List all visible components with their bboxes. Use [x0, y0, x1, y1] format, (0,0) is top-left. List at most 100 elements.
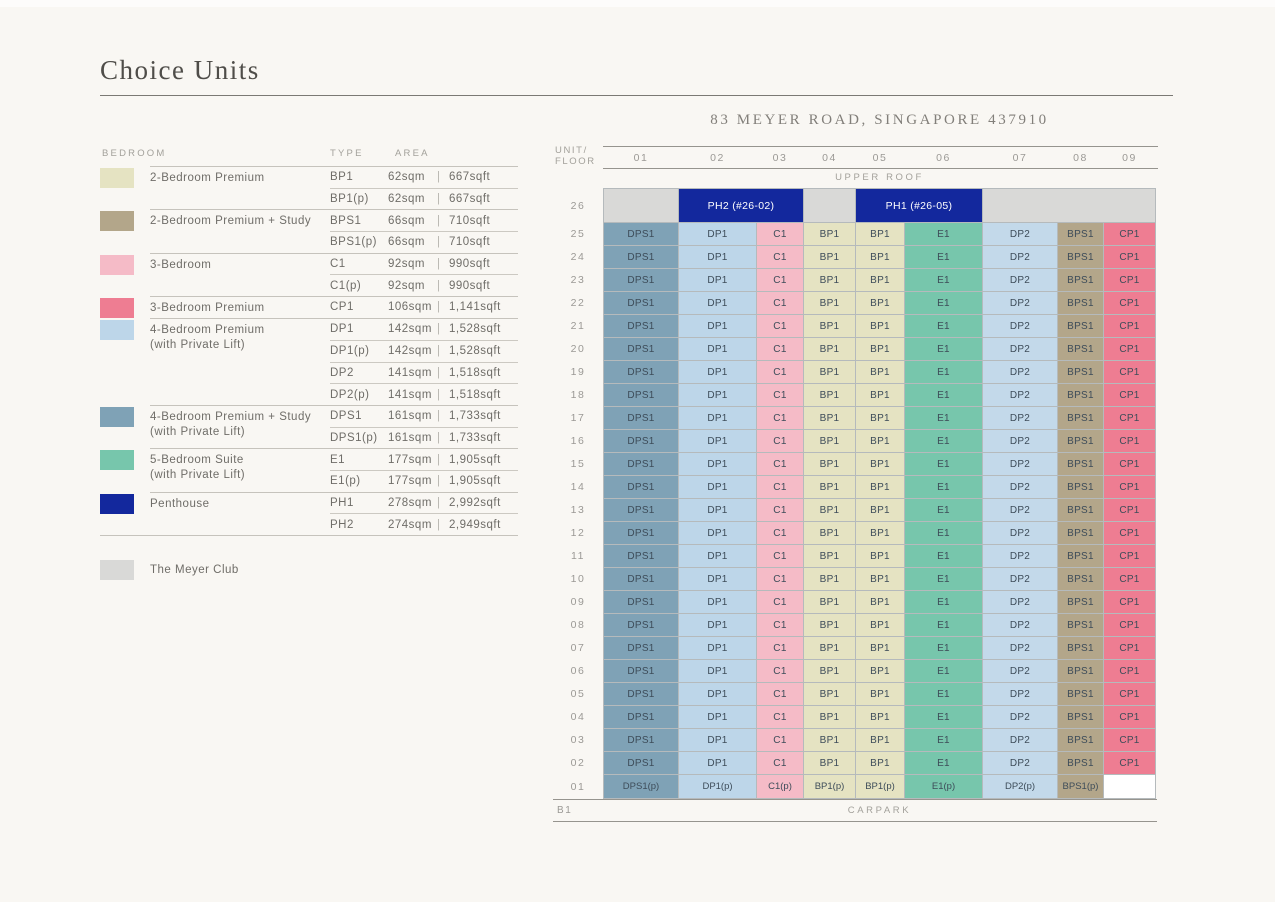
unit-cell[interactable]: DP1 — [679, 269, 756, 291]
unit-cell[interactable]: DP1 — [679, 729, 756, 751]
unit-cell[interactable]: DP1 — [679, 407, 756, 429]
unit-cell[interactable]: CP1 — [1104, 545, 1155, 567]
unit-cell[interactable]: DP1 — [679, 361, 756, 383]
unit-cell[interactable]: DP1 — [679, 591, 756, 613]
unit-cell[interactable]: BPS1 — [1058, 292, 1103, 314]
unit-cell[interactable]: PH2 (#26-02) — [679, 189, 803, 222]
unit-cell[interactable]: BP1 — [804, 614, 855, 636]
unit-cell[interactable]: CP1 — [1104, 476, 1155, 498]
unit-cell[interactable]: BP1 — [856, 361, 904, 383]
unit-cell[interactable]: E1 — [905, 407, 982, 429]
unit-cell[interactable]: DPS1 — [604, 752, 678, 774]
unit-cell[interactable]: BP1 — [804, 384, 855, 406]
unit-cell[interactable]: E1 — [905, 752, 982, 774]
unit-cell[interactable]: C1 — [757, 453, 803, 475]
unit-cell[interactable]: BP1 — [804, 407, 855, 429]
unit-cell[interactable]: C1 — [757, 223, 803, 245]
unit-cell[interactable]: BPS1 — [1058, 683, 1103, 705]
unit-cell[interactable]: E1 — [905, 338, 982, 360]
unit-cell[interactable]: DPS1 — [604, 683, 678, 705]
unit-cell[interactable]: BPS1 — [1058, 430, 1103, 452]
unit-cell[interactable]: BP1 — [804, 476, 855, 498]
unit-cell[interactable]: BP1 — [804, 338, 855, 360]
unit-cell[interactable]: BP1 — [856, 637, 904, 659]
unit-cell[interactable]: CP1 — [1104, 430, 1155, 452]
unit-cell[interactable]: BPS1 — [1058, 384, 1103, 406]
unit-cell[interactable]: E1 — [905, 361, 982, 383]
unit-cell[interactable]: E1(p) — [905, 775, 982, 798]
unit-cell[interactable]: BP1 — [804, 522, 855, 544]
unit-cell[interactable]: DP2 — [983, 269, 1057, 291]
unit-cell[interactable]: DP1 — [679, 637, 756, 659]
unit-cell[interactable]: DP1 — [679, 545, 756, 567]
unit-cell[interactable]: E1 — [905, 476, 982, 498]
unit-cell[interactable]: BPS1 — [1058, 223, 1103, 245]
unit-cell[interactable]: DP1 — [679, 292, 756, 314]
unit-cell[interactable]: BPS1 — [1058, 591, 1103, 613]
unit-cell[interactable]: DP1(p) — [679, 775, 756, 798]
unit-cell[interactable]: DP2 — [983, 292, 1057, 314]
unit-cell[interactable]: BP1 — [856, 430, 904, 452]
unit-cell[interactable]: C1 — [757, 361, 803, 383]
unit-cell[interactable]: DP2 — [983, 453, 1057, 475]
unit-cell[interactable]: BPS1 — [1058, 476, 1103, 498]
unit-cell[interactable]: BPS1 — [1058, 568, 1103, 590]
unit-cell[interactable]: DP2 — [983, 752, 1057, 774]
unit-cell[interactable]: DPS1 — [604, 453, 678, 475]
unit-cell[interactable]: E1 — [905, 706, 982, 728]
unit-cell[interactable]: DPS1 — [604, 430, 678, 452]
unit-cell[interactable]: BPS1 — [1058, 706, 1103, 728]
unit-cell[interactable]: CP1 — [1104, 729, 1155, 751]
unit-cell[interactable]: E1 — [905, 223, 982, 245]
unit-cell[interactable]: BP1 — [856, 453, 904, 475]
unit-cell[interactable]: C1 — [757, 591, 803, 613]
unit-cell[interactable]: DPS1 — [604, 614, 678, 636]
unit-cell[interactable]: DP2 — [983, 476, 1057, 498]
unit-cell[interactable]: DPS1 — [604, 338, 678, 360]
unit-cell[interactable]: BP1 — [804, 545, 855, 567]
unit-cell[interactable]: C1 — [757, 338, 803, 360]
unit-cell[interactable]: BP1 — [804, 269, 855, 291]
unit-cell[interactable]: PH1 (#26-05) — [856, 189, 982, 222]
unit-cell[interactable]: E1 — [905, 729, 982, 751]
unit-cell[interactable]: BP1 — [856, 545, 904, 567]
unit-cell[interactable]: DPS1 — [604, 637, 678, 659]
unit-cell[interactable]: DPS1 — [604, 476, 678, 498]
unit-cell[interactable]: BPS1 — [1058, 752, 1103, 774]
unit-cell[interactable]: BPS1 — [1058, 246, 1103, 268]
unit-cell[interactable]: BP1 — [856, 476, 904, 498]
unit-cell[interactable]: C1 — [757, 683, 803, 705]
unit-cell[interactable]: DPS1 — [604, 246, 678, 268]
unit-cell[interactable]: DP1 — [679, 338, 756, 360]
unit-cell[interactable]: CP1 — [1104, 269, 1155, 291]
unit-cell[interactable]: E1 — [905, 499, 982, 521]
unit-cell[interactable]: C1 — [757, 246, 803, 268]
unit-cell[interactable]: DPS1(p) — [604, 775, 678, 798]
unit-cell[interactable]: DP1 — [679, 683, 756, 705]
unit-cell[interactable]: C1 — [757, 407, 803, 429]
unit-cell[interactable]: DP2 — [983, 499, 1057, 521]
unit-cell[interactable]: BP1 — [856, 223, 904, 245]
unit-cell[interactable]: E1 — [905, 568, 982, 590]
unit-cell[interactable]: CP1 — [1104, 683, 1155, 705]
unit-cell[interactable]: DP1 — [679, 246, 756, 268]
unit-cell[interactable]: E1 — [905, 683, 982, 705]
unit-cell[interactable]: BPS1 — [1058, 614, 1103, 636]
unit-cell[interactable]: DP2 — [983, 384, 1057, 406]
unit-cell[interactable]: BP1 — [856, 292, 904, 314]
unit-cell[interactable]: DP1 — [679, 315, 756, 337]
unit-cell[interactable]: BPS1 — [1058, 407, 1103, 429]
unit-cell[interactable]: E1 — [905, 246, 982, 268]
unit-cell[interactable]: DP2 — [983, 361, 1057, 383]
unit-cell[interactable]: CP1 — [1104, 637, 1155, 659]
unit-cell[interactable]: DP2(p) — [983, 775, 1057, 798]
unit-cell[interactable]: DPS1 — [604, 706, 678, 728]
unit-cell[interactable]: CP1 — [1104, 315, 1155, 337]
unit-cell[interactable]: DP1 — [679, 476, 756, 498]
unit-cell[interactable]: C1 — [757, 430, 803, 452]
unit-cell[interactable]: BP1 — [856, 384, 904, 406]
unit-cell[interactable]: BP1 — [804, 729, 855, 751]
unit-cell[interactable]: BPS1 — [1058, 315, 1103, 337]
unit-cell[interactable]: DPS1 — [604, 361, 678, 383]
unit-cell[interactable]: BP1 — [856, 407, 904, 429]
